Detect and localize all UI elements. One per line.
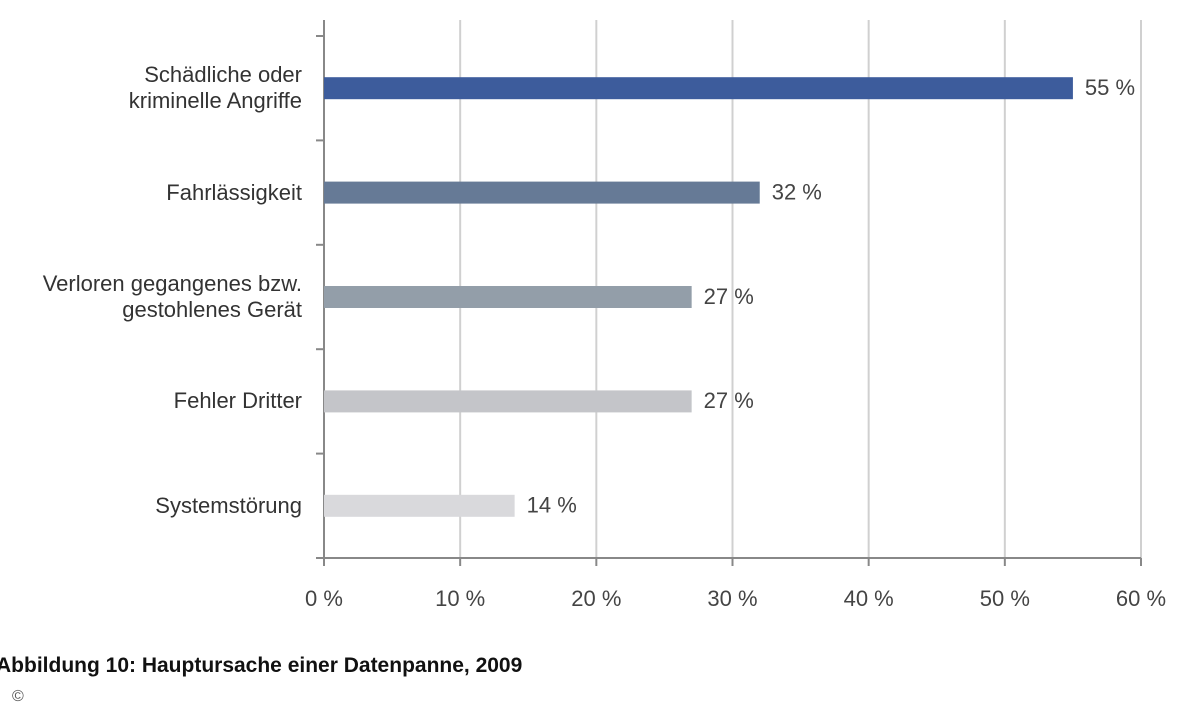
bar — [324, 390, 692, 413]
category-label: Fehler Dritter — [173, 388, 302, 414]
category-label: Fahrlässigkeit — [166, 179, 302, 205]
value-label: 27 % — [704, 284, 754, 309]
x-tick-label: 60 % — [1116, 586, 1166, 611]
value-label: 55 % — [1085, 75, 1135, 100]
bar — [324, 286, 692, 308]
x-tick-label: 10 % — [435, 586, 485, 611]
value-label: 14 % — [527, 493, 577, 518]
x-tick-label: 0 % — [305, 586, 343, 611]
bar — [324, 494, 515, 517]
value-label: 32 % — [772, 179, 822, 204]
value-label: 27 % — [704, 388, 754, 413]
category-label: Verloren gegangenes bzw. gestohlenes Ger… — [42, 271, 302, 322]
category-label: Schädliche oder kriminelle Angriffe — [128, 62, 302, 114]
x-tick-label: 20 % — [571, 586, 621, 611]
copyright: © — [12, 688, 24, 705]
caption: Abbildung 10: Hauptursache einer Datenpa… — [0, 654, 523, 677]
category-label: Systemstörung — [155, 492, 302, 518]
x-tick-label: 30 % — [707, 586, 757, 611]
bar — [324, 181, 760, 204]
bar — [324, 77, 1073, 100]
x-tick-label: 40 % — [844, 586, 894, 611]
x-tick-label: 50 % — [980, 586, 1030, 611]
